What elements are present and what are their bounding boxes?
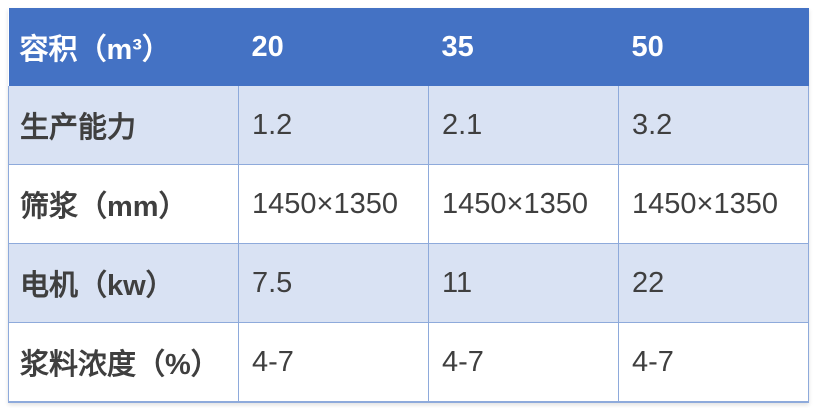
row-label: 筛浆（mm） [8,164,239,244]
table-row: 生产能力 1.2 2.1 3.2 [8,86,809,165]
header-cell-col1: 20 [238,8,429,86]
spec-table: 容积（m³） 20 35 50 生产能力 1.2 2.1 3.2 筛浆（mm） … [8,8,809,403]
cell-value: 1.2 [238,86,429,165]
cell-value: 2.1 [428,86,619,165]
cell-value: 7.5 [238,243,429,323]
cell-value: 3.2 [618,86,809,165]
cell-value: 1450×1350 [428,164,619,244]
table-row: 筛浆（mm） 1450×1350 1450×1350 1450×1350 [8,164,809,244]
table-row: 电机（kw） 7.5 11 22 [8,243,809,323]
header-cell-capacity: 容积（m³） [8,8,239,86]
table-row: 浆料浓度（%） 4-7 4-7 4-7 [8,322,809,403]
row-label: 浆料浓度（%） [8,322,239,403]
cell-value: 4-7 [618,322,809,403]
cell-value: 4-7 [428,322,619,403]
cell-value: 1450×1350 [618,164,809,244]
cell-value: 11 [428,243,619,323]
cell-value: 4-7 [238,322,429,403]
row-label: 电机（kw） [8,243,239,323]
header-cell-col2: 35 [428,8,619,86]
header-cell-col3: 50 [618,8,809,86]
cell-value: 1450×1350 [238,164,429,244]
row-label: 生产能力 [8,86,239,165]
table-header-row: 容积（m³） 20 35 50 [8,8,809,86]
cell-value: 22 [618,243,809,323]
